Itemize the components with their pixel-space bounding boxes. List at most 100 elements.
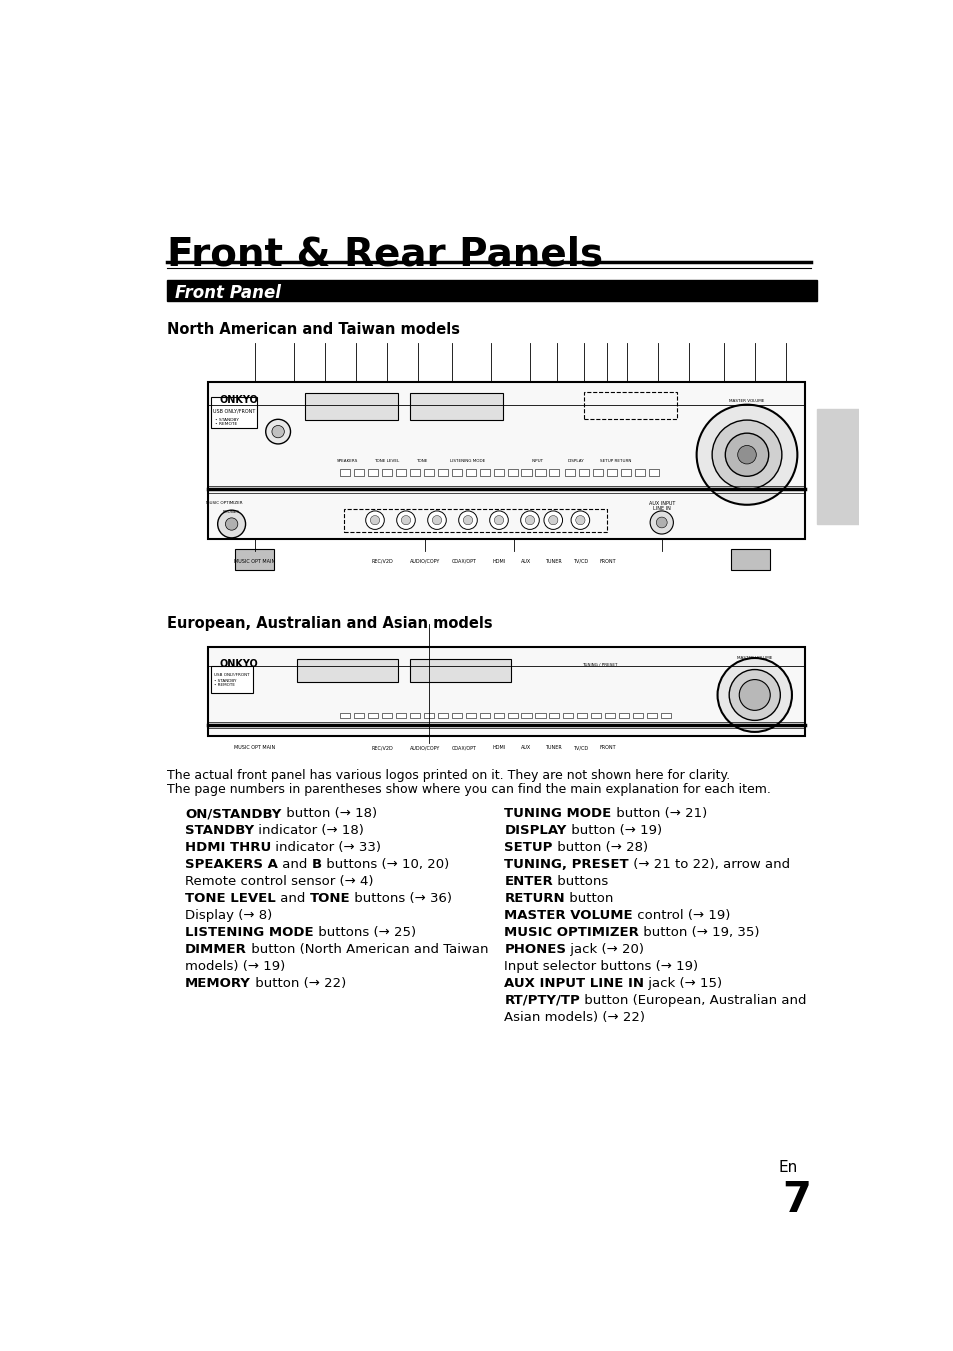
- Circle shape: [724, 434, 768, 477]
- Text: MASTER VOLUME: MASTER VOLUME: [737, 657, 772, 661]
- Bar: [535, 469, 545, 476]
- Circle shape: [396, 511, 415, 530]
- Text: and: and: [275, 892, 309, 905]
- Circle shape: [543, 511, 562, 530]
- Text: SPEAKERS A: SPEAKERS A: [185, 858, 277, 871]
- Circle shape: [737, 446, 756, 463]
- Text: ON/STANDBY: ON/STANDBY: [185, 808, 281, 820]
- Text: button (→ 19, 35): button (→ 19, 35): [639, 925, 759, 939]
- Text: HDMI: HDMI: [492, 744, 505, 750]
- Text: button: button: [564, 892, 613, 905]
- Circle shape: [656, 517, 666, 528]
- Text: HDMI: HDMI: [492, 559, 505, 563]
- Text: • REMOTE: • REMOTE: [213, 684, 234, 688]
- Circle shape: [370, 516, 379, 524]
- Bar: [646, 713, 657, 719]
- Bar: [731, 549, 769, 570]
- Bar: [618, 713, 629, 719]
- Text: jack (→ 20): jack (→ 20): [566, 943, 643, 957]
- Bar: [535, 713, 545, 719]
- Text: RETURN: RETURN: [504, 892, 564, 905]
- Text: En: En: [778, 1161, 797, 1175]
- Bar: [211, 397, 257, 428]
- Text: B: B: [312, 858, 321, 871]
- Circle shape: [217, 511, 245, 538]
- Text: REC/V2D: REC/V2D: [372, 744, 394, 750]
- Bar: [620, 469, 630, 476]
- Text: Front & Rear Panels: Front & Rear Panels: [167, 235, 603, 273]
- Text: AUDIO/COPY: AUDIO/COPY: [410, 744, 440, 750]
- Bar: [423, 713, 434, 719]
- Text: INPUT: INPUT: [531, 458, 543, 462]
- Circle shape: [696, 405, 797, 505]
- Bar: [521, 469, 531, 476]
- Bar: [235, 549, 274, 570]
- Bar: [368, 713, 377, 719]
- Bar: [344, 508, 607, 532]
- Text: LINE IN: LINE IN: [652, 507, 670, 511]
- Text: LISTENING MODE: LISTENING MODE: [185, 925, 314, 939]
- Bar: [305, 393, 397, 420]
- Circle shape: [463, 516, 472, 524]
- Text: • STANDBY: • STANDBY: [215, 417, 239, 422]
- Text: • STANDBY: • STANDBY: [213, 678, 236, 682]
- Text: SPEAKERS: SPEAKERS: [336, 458, 358, 462]
- Circle shape: [272, 426, 284, 438]
- Circle shape: [575, 516, 584, 524]
- Bar: [423, 469, 434, 476]
- Text: DIMMER: DIMMER: [185, 943, 247, 957]
- Bar: [297, 659, 397, 682]
- Text: TONE: TONE: [416, 458, 427, 462]
- Text: AUX INPUT LINE IN: AUX INPUT LINE IN: [504, 977, 643, 990]
- Text: MASTER VOLUME: MASTER VOLUME: [504, 909, 633, 921]
- Text: TV/CD: TV/CD: [572, 744, 587, 750]
- Text: button (→ 18): button (→ 18): [281, 808, 376, 820]
- Circle shape: [649, 511, 673, 534]
- Bar: [452, 469, 461, 476]
- Text: PHONES: PHONES: [504, 943, 566, 957]
- Bar: [479, 713, 489, 719]
- Bar: [395, 469, 406, 476]
- Bar: [395, 713, 406, 719]
- Circle shape: [571, 511, 589, 530]
- Circle shape: [525, 516, 534, 524]
- Text: MEMORY: MEMORY: [185, 977, 251, 990]
- Text: STANDBY: STANDBY: [185, 824, 254, 838]
- Bar: [660, 713, 670, 719]
- Circle shape: [401, 516, 410, 524]
- Text: models) (→ 19): models) (→ 19): [185, 959, 285, 973]
- Text: • REMOTE: • REMOTE: [215, 423, 237, 427]
- Bar: [507, 713, 517, 719]
- Text: TUNING MODE: TUNING MODE: [504, 808, 611, 820]
- Bar: [208, 647, 804, 736]
- Circle shape: [432, 516, 441, 524]
- Text: Asian models) (→ 22): Asian models) (→ 22): [504, 1011, 645, 1024]
- Text: buttons (→ 10, 20): buttons (→ 10, 20): [321, 858, 449, 871]
- Text: TONE LEVEL: TONE LEVEL: [374, 458, 399, 462]
- Text: European, Australian and Asian models: European, Australian and Asian models: [167, 616, 493, 631]
- Text: SETUP: SETUP: [504, 842, 552, 854]
- Text: indicator (→ 33): indicator (→ 33): [271, 842, 381, 854]
- Text: and: and: [277, 858, 312, 871]
- Bar: [381, 713, 392, 719]
- Text: Input selector buttons (→ 19): Input selector buttons (→ 19): [504, 959, 698, 973]
- Circle shape: [520, 511, 538, 530]
- Bar: [479, 469, 489, 476]
- Bar: [507, 469, 517, 476]
- Bar: [578, 469, 588, 476]
- Bar: [368, 469, 377, 476]
- Text: Remote control sensor (→ 4): Remote control sensor (→ 4): [185, 875, 374, 888]
- Bar: [211, 666, 253, 693]
- Bar: [493, 713, 503, 719]
- Text: RT/PTY/TP: RT/PTY/TP: [504, 994, 579, 1006]
- Circle shape: [494, 516, 503, 524]
- Text: TUNER: TUNER: [544, 744, 561, 750]
- Text: MUSIC OPTIMIZER: MUSIC OPTIMIZER: [504, 925, 639, 939]
- Text: buttons (→ 36): buttons (→ 36): [350, 892, 452, 905]
- Text: TONE: TONE: [309, 892, 350, 905]
- Bar: [634, 469, 644, 476]
- Text: jack (→ 15): jack (→ 15): [643, 977, 721, 990]
- Circle shape: [489, 511, 508, 530]
- Text: button (North American and Taiwan: button (North American and Taiwan: [247, 943, 488, 957]
- Text: PHONES: PHONES: [223, 511, 240, 515]
